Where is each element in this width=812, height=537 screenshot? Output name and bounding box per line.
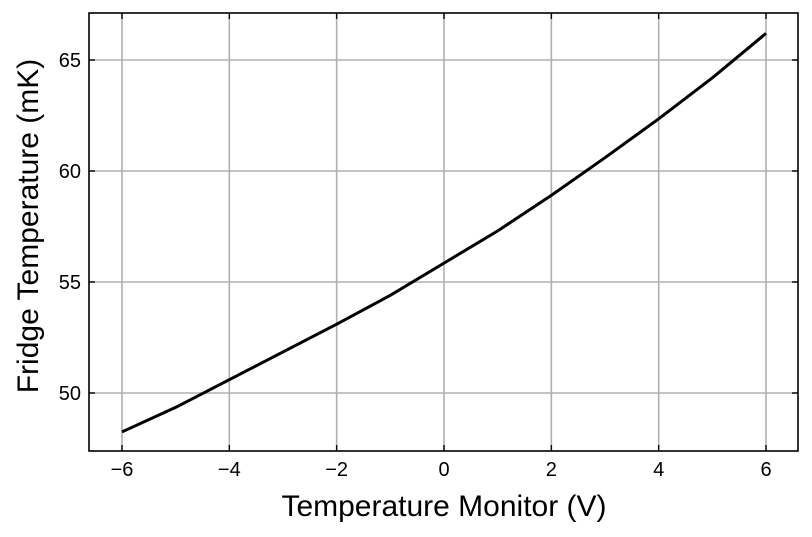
x-tick-labels: −6 −4 −2 0 2 4 6 bbox=[111, 459, 772, 481]
x-axis-label: Temperature Monitor (V) bbox=[281, 490, 606, 523]
y-tick-label: 65 bbox=[59, 50, 81, 72]
y-tick-label: 50 bbox=[59, 383, 81, 405]
x-tick-label: −4 bbox=[218, 459, 241, 481]
y-axis-label: Fridge Temperature (mK) bbox=[12, 59, 45, 394]
x-tick-label: 4 bbox=[653, 459, 664, 481]
y-tick-label: 55 bbox=[59, 272, 81, 294]
y-tick-labels: 50 55 60 65 bbox=[59, 50, 81, 405]
axis-ticks bbox=[89, 13, 798, 451]
x-tick-label: 0 bbox=[438, 459, 449, 481]
x-tick-label: 2 bbox=[546, 459, 557, 481]
x-tick-label: 6 bbox=[760, 459, 771, 481]
x-tick-label: −6 bbox=[111, 459, 134, 481]
x-tick-label: −2 bbox=[325, 459, 348, 481]
grid-lines bbox=[89, 13, 798, 451]
series-line bbox=[121, 32, 767, 434]
y-tick-label: 60 bbox=[59, 161, 81, 183]
data-series bbox=[121, 32, 767, 434]
